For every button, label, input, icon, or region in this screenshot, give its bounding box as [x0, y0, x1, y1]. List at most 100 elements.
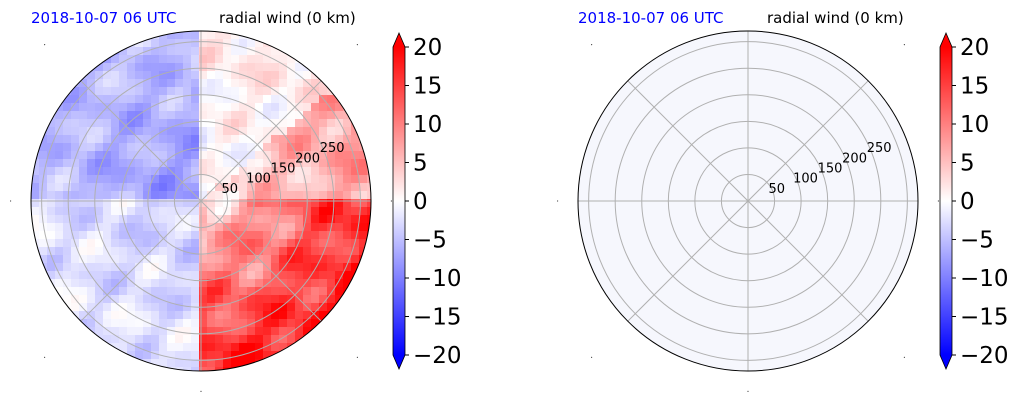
field-cell — [319, 71, 328, 80]
field-cell — [151, 335, 160, 344]
field-cell — [239, 151, 248, 160]
field-cell — [143, 223, 152, 232]
field-cell — [279, 127, 288, 136]
field-cell — [223, 79, 232, 88]
field-cell — [263, 343, 272, 352]
field-cell — [143, 151, 152, 160]
field-cell — [103, 71, 112, 80]
radial-tick-label: 200 — [295, 151, 320, 166]
field-cell — [311, 319, 320, 328]
field-cell — [231, 183, 240, 192]
field-cell — [111, 295, 120, 304]
field-cell — [287, 159, 296, 168]
field-cell — [191, 175, 200, 184]
field-cell — [223, 119, 232, 128]
field-cell — [111, 279, 120, 288]
field-cell — [287, 87, 296, 96]
field-cell — [287, 303, 296, 312]
field-cell — [87, 167, 96, 176]
field-cell — [111, 263, 120, 272]
field-cell — [87, 127, 96, 136]
field-cell — [159, 167, 168, 176]
field-cell — [103, 223, 112, 232]
field-cell — [303, 143, 312, 152]
field-cell — [231, 47, 240, 56]
field-cell — [199, 287, 208, 296]
field-cell — [287, 327, 296, 336]
field-cell — [111, 215, 120, 224]
field-cell — [87, 263, 96, 272]
field-cell — [127, 191, 136, 200]
field-cell — [287, 295, 296, 304]
field-cell — [71, 215, 80, 224]
field-cell — [271, 207, 280, 216]
field-cell — [263, 247, 272, 256]
field-cell — [151, 255, 160, 264]
field-cell — [95, 191, 104, 200]
field-cell — [231, 287, 240, 296]
field-cell — [183, 215, 192, 224]
field-cell — [351, 247, 360, 256]
field-cell — [319, 215, 328, 224]
field-cell — [279, 215, 288, 224]
field-cell — [295, 239, 304, 248]
field-cell — [199, 343, 208, 352]
field-cell — [143, 295, 152, 304]
field-cell — [135, 263, 144, 272]
field-cell — [55, 143, 64, 152]
field-cell — [111, 231, 120, 240]
radial-tick-label: 250 — [320, 141, 345, 156]
field-cell — [263, 183, 272, 192]
field-cell — [167, 103, 176, 112]
field-cell — [103, 143, 112, 152]
field-cell — [159, 151, 168, 160]
field-cell — [279, 63, 288, 72]
colorbar: 20 15 10 5 0 −5 −10 −15 −20 — [392, 31, 462, 371]
field-cell — [295, 103, 304, 112]
field-cell — [207, 71, 216, 80]
field-cell — [311, 287, 320, 296]
field-cell — [327, 199, 336, 208]
field-cell — [175, 127, 184, 136]
field-cell — [103, 271, 112, 280]
field-cell — [311, 111, 320, 120]
field-cell — [63, 263, 72, 272]
field-cell — [311, 151, 320, 160]
field-cell — [351, 167, 360, 176]
field-cell — [183, 367, 192, 371]
field-cell — [223, 143, 232, 152]
field-cell — [159, 95, 168, 104]
field-cell — [255, 47, 264, 56]
field-cell — [351, 151, 360, 160]
field-cell — [31, 215, 40, 224]
field-cell — [127, 263, 136, 272]
field-cell — [175, 119, 184, 128]
field-cell — [319, 287, 328, 296]
field-cell — [311, 167, 320, 176]
field-cell — [183, 55, 192, 64]
field-cell — [271, 279, 280, 288]
field-cell — [327, 135, 336, 144]
field-cell — [119, 239, 128, 248]
field-cell — [351, 135, 360, 144]
field-cell — [167, 223, 176, 232]
field-cell — [287, 279, 296, 288]
field-cell — [135, 255, 144, 264]
field-cell — [71, 199, 80, 208]
field-cell — [87, 79, 96, 88]
field-cell — [167, 47, 176, 56]
field-cell — [255, 95, 264, 104]
field-cell — [223, 359, 232, 368]
field-cell — [247, 39, 256, 48]
field-cell — [175, 103, 184, 112]
field-cell — [279, 207, 288, 216]
field-cell — [127, 135, 136, 144]
field-cell — [199, 239, 208, 248]
field-cell — [127, 255, 136, 264]
field-cell — [271, 191, 280, 200]
field-cell — [207, 295, 216, 304]
field-cell — [303, 79, 312, 88]
field-cell — [127, 303, 136, 312]
field-cell — [215, 71, 224, 80]
field-cell — [247, 327, 256, 336]
